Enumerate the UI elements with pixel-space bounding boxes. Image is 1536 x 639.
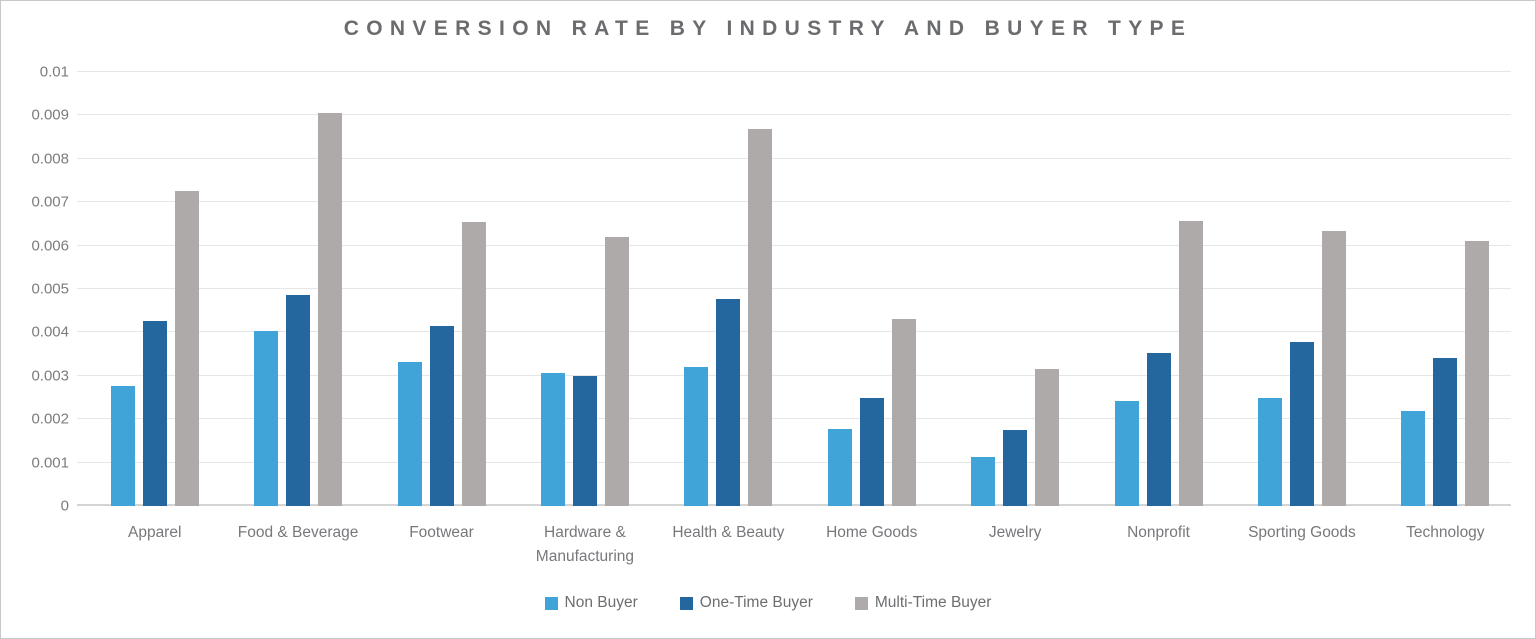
y-tick-label: 0.006 — [31, 237, 69, 255]
y-tick-label: 0.005 — [31, 280, 69, 298]
legend-label: Non Buyer — [564, 594, 638, 611]
bar-group-home-goods — [800, 72, 943, 506]
y-tick-label: 0.003 — [31, 367, 69, 385]
x-label-text: Home Goods — [826, 524, 918, 541]
bar-group-food-beverage — [226, 72, 369, 506]
y-tick-label: 0.004 — [31, 323, 69, 341]
bar-footwear-multi-time-buyer — [461, 221, 486, 506]
x-label-text: Sporting Goods — [1248, 524, 1356, 541]
x-label-jewelry: Jewelry — [943, 521, 1086, 569]
x-axis-baseline — [77, 504, 1511, 506]
x-axis: Apparel Food & Beverage Footwear Hardware &… — [83, 521, 1517, 569]
bar-sporting-goods-multi-time-buyer — [1321, 230, 1346, 506]
plot-area — [77, 71, 1511, 506]
bar-hardware-manufacturing-multi-time-buyer — [604, 236, 629, 506]
bar-technology-non-buyer — [1401, 410, 1426, 506]
bar-food-beverage-one-time-buyer — [286, 294, 311, 506]
bar-group-technology — [1374, 72, 1517, 506]
legend-swatch-non-buyer — [544, 596, 558, 610]
gridline — [77, 157, 1511, 159]
y-tick-label: 0 — [60, 497, 69, 515]
chart-title: CONVERSION RATE BY INDUSTRY AND BUYER TY… — [343, 17, 1193, 40]
bar-apparel-one-time-buyer — [142, 321, 167, 506]
y-tick-label: 0.01 — [39, 63, 69, 81]
bar-jewelry-multi-time-buyer — [1035, 368, 1060, 506]
legend-label: Multi-Time Buyer — [874, 594, 992, 611]
x-label-text: Jewelry — [988, 524, 1042, 541]
bar-footwear-one-time-buyer — [429, 326, 454, 506]
bar-footwear-non-buyer — [397, 362, 422, 506]
x-label-technology: Technology — [1374, 521, 1517, 569]
gridline — [77, 201, 1511, 203]
x-label-food-beverage: Food & Beverage — [226, 521, 369, 569]
bar-sporting-goods-non-buyer — [1257, 397, 1282, 506]
gridline — [77, 71, 1511, 72]
x-label-home-goods: Home Goods — [800, 521, 943, 569]
y-tick-label: 0.009 — [31, 106, 69, 124]
bar-group-nonprofit — [1087, 72, 1230, 506]
bar-food-beverage-multi-time-buyer — [318, 113, 343, 506]
gridline — [77, 331, 1511, 333]
bar-health-beauty-non-buyer — [684, 366, 709, 506]
bar-health-beauty-one-time-buyer — [716, 298, 741, 506]
legend-label: One-Time Buyer — [699, 594, 813, 611]
bar-hardware-manufacturing-non-buyer — [540, 372, 565, 506]
legend: Non Buyer One-Time Buyer Multi-Time Buyer — [1, 594, 1535, 612]
x-label-hardware-manufacturing: Hardware & Manufacturing — [513, 521, 656, 569]
legend-swatch-multi-time-buyer — [854, 596, 868, 610]
bar-jewelry-non-buyer — [971, 456, 996, 506]
bar-apparel-non-buyer — [110, 386, 135, 506]
legend-item-multi-time-buyer: Multi-Time Buyer — [854, 594, 992, 612]
gridline — [77, 374, 1511, 376]
bar-hardware-manufacturing-one-time-buyer — [572, 376, 597, 506]
bar-home-goods-multi-time-buyer — [891, 318, 916, 506]
gridline — [77, 418, 1511, 420]
bar-nonprofit-multi-time-buyer — [1178, 221, 1203, 506]
bar-apparel-multi-time-buyer — [174, 191, 199, 506]
bar-group-health-beauty — [657, 72, 800, 506]
x-label-text: Apparel — [127, 524, 182, 541]
x-label-text: Nonprofit — [1127, 524, 1190, 541]
gridline — [77, 114, 1511, 116]
x-label-nonprofit: Nonprofit — [1087, 521, 1230, 569]
bar-home-goods-one-time-buyer — [859, 397, 884, 506]
x-label-apparel: Apparel — [83, 521, 226, 569]
y-axis: 0 0.001 0.002 0.003 0.004 0.005 0.006 0.007 0.00… — [1, 64, 69, 515]
bar-nonprofit-non-buyer — [1114, 401, 1139, 506]
y-tick-label: 0.008 — [31, 150, 69, 168]
y-tick-label: 0.001 — [31, 454, 69, 472]
x-label-sporting-goods: Sporting Goods — [1230, 521, 1373, 569]
x-label-text: Health & Beauty — [672, 524, 785, 541]
bar-group-sporting-goods — [1230, 72, 1373, 506]
x-label-text: Food & Beverage — [237, 524, 359, 541]
gridline — [77, 288, 1511, 289]
gridline — [77, 244, 1511, 246]
gridline — [77, 461, 1511, 463]
bar-jewelry-one-time-buyer — [1003, 430, 1028, 506]
bar-group-jewelry — [943, 72, 1086, 506]
y-tick-label: 0.002 — [31, 410, 69, 428]
bar-groups — [83, 72, 1517, 506]
bar-health-beauty-multi-time-buyer — [748, 129, 773, 506]
bar-sporting-goods-one-time-buyer — [1289, 341, 1314, 506]
x-label-health-beauty: Health & Beauty — [657, 521, 800, 569]
legend-item-one-time-buyer: One-Time Buyer — [679, 594, 813, 612]
bar-nonprofit-one-time-buyer — [1146, 353, 1171, 506]
bar-home-goods-non-buyer — [827, 428, 852, 506]
legend-item-non-buyer: Non Buyer — [544, 594, 638, 612]
x-label-text: Footwear — [409, 524, 474, 541]
x-label-text: Technology — [1406, 524, 1485, 541]
bar-group-apparel — [83, 72, 226, 506]
y-tick-label: 0.007 — [31, 193, 69, 211]
legend-swatch-one-time-buyer — [679, 596, 693, 610]
x-label-footwear: Footwear — [370, 521, 513, 569]
bar-food-beverage-non-buyer — [254, 330, 279, 506]
bar-group-footwear — [370, 72, 513, 506]
x-label-text: Hardware & Manufacturing — [535, 524, 635, 566]
bar-technology-multi-time-buyer — [1465, 241, 1490, 506]
bar-group-hardware-manufacturing — [513, 72, 656, 506]
bar-technology-one-time-buyer — [1433, 358, 1458, 506]
